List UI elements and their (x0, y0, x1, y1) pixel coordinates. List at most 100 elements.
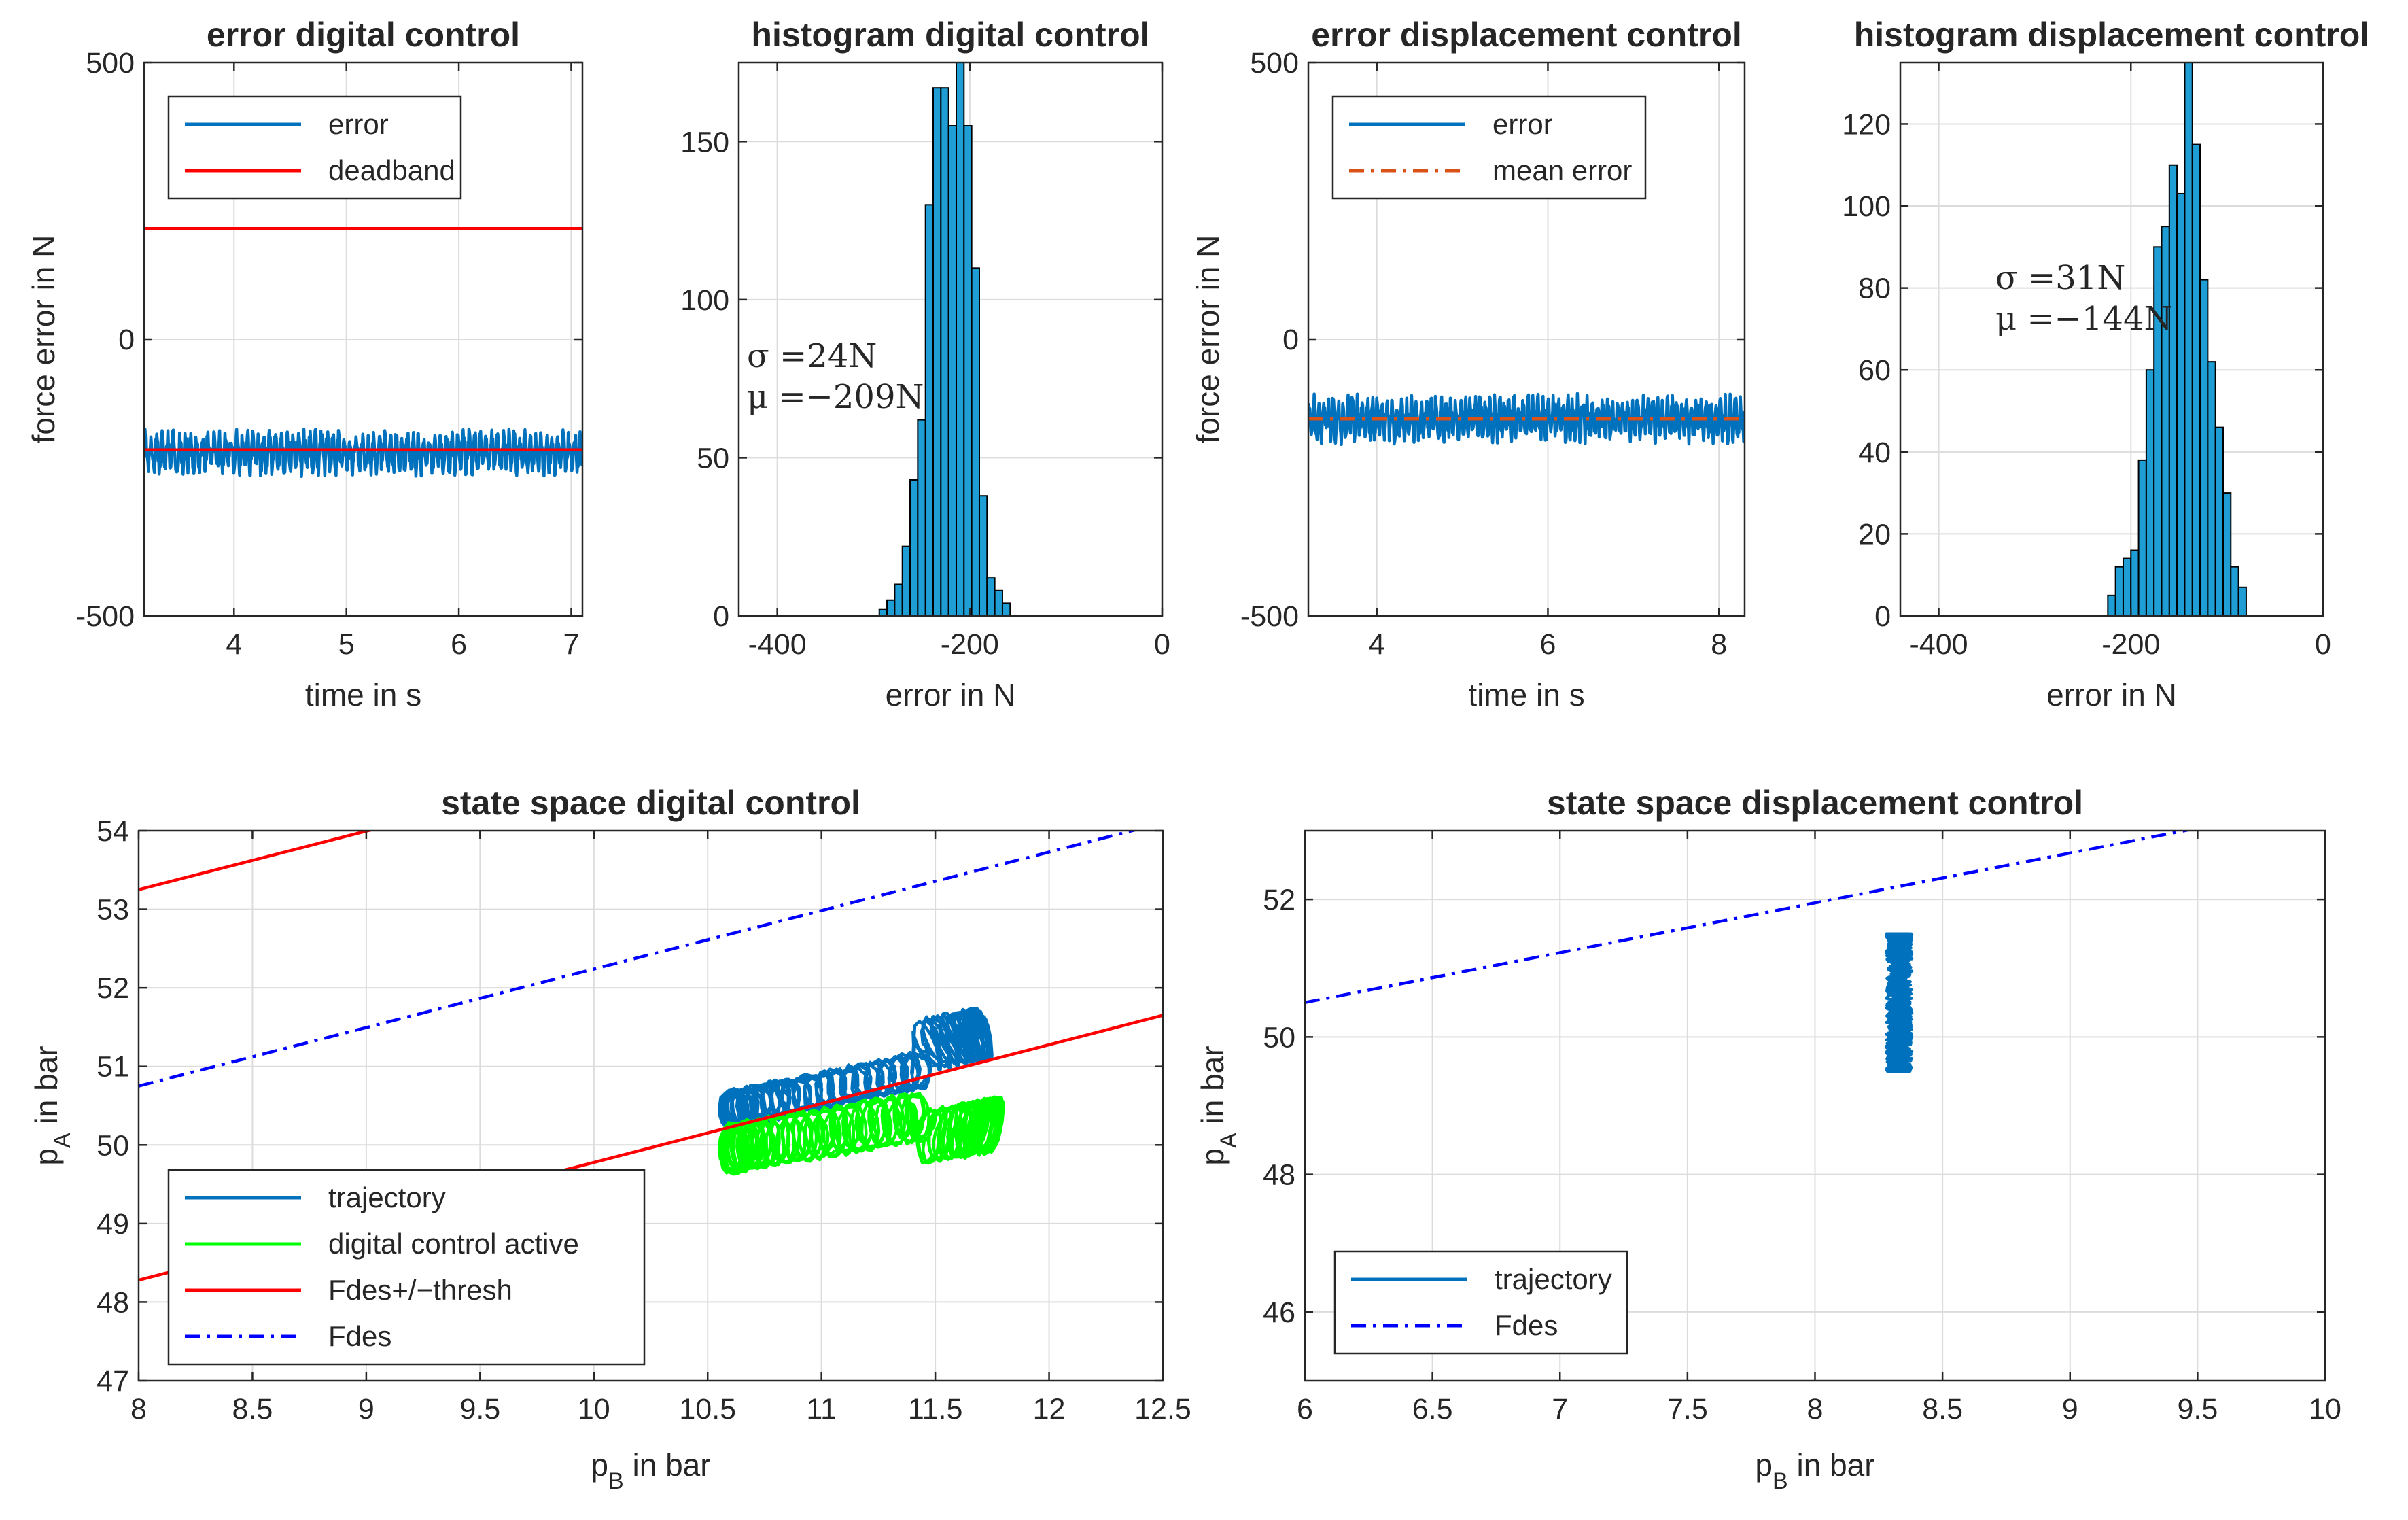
series-trajectory (1885, 932, 1914, 1073)
y-tick-label: 52 (97, 972, 129, 1005)
x-tick-label: 8.5 (1922, 1393, 1963, 1426)
x-tick-label: 6.5 (1412, 1393, 1453, 1426)
subplot-3: 4 6 8 -500 0 500 error displacement control tim… (1190, 16, 1746, 712)
y-tick-label: 0 (1874, 600, 1891, 633)
histogram-bar (994, 589, 1003, 616)
y-tick-label: 50 (697, 442, 729, 474)
histogram-bar (917, 419, 926, 616)
series-error (144, 427, 582, 478)
legend-label: digital control active (328, 1228, 579, 1260)
x-tick-label: 12.5 (1134, 1393, 1191, 1426)
label-rest: in bar (1788, 1447, 1875, 1483)
x-tick-label: -200 (941, 628, 999, 661)
chart-title: histogram digital control (751, 16, 1149, 54)
y-tick-label: 0 (1282, 324, 1299, 356)
y-tick-label: 0 (713, 600, 729, 633)
histogram-bar (932, 87, 942, 616)
series-digital-control-active (717, 1091, 1005, 1176)
x-tick-label: 9.5 (2177, 1393, 2218, 1426)
histogram-bar (2191, 143, 2201, 616)
series-error (1308, 392, 1745, 447)
x-axis-label: pB in bar (1755, 1447, 1874, 1494)
histogram-bar (894, 583, 903, 616)
x-tick-label: 7 (563, 628, 580, 661)
histogram-bar (2168, 164, 2178, 616)
x-tick-label: 6 (451, 628, 467, 661)
y-tick-label: 51 (97, 1051, 129, 1084)
histogram-bar (924, 204, 935, 616)
y-tick-label: 54 (97, 815, 129, 848)
y-tick-label: 53 (97, 894, 129, 927)
legend-label: Fdes (1495, 1309, 1558, 1341)
label-base: p (591, 1447, 608, 1483)
chart-title: histogram displacement control (1854, 16, 2369, 54)
histogram-bar (2130, 549, 2140, 616)
label-subscript: B (608, 1468, 624, 1494)
plot-area (2107, 63, 2247, 616)
histogram-bar (2184, 63, 2193, 616)
x-tick-label: 11 (806, 1393, 837, 1426)
y-tick-label: 0 (118, 324, 135, 356)
y-tick-label: 49 (97, 1208, 129, 1241)
y-tick-label: 46 (1263, 1296, 1295, 1329)
legend-label: trajectory (328, 1181, 446, 1213)
series-fdes (1305, 831, 2193, 1005)
label-subscript: A (50, 1133, 75, 1148)
x-axis-label: pB in bar (591, 1447, 710, 1494)
y-axis-label: pA in bar (1195, 1046, 1242, 1165)
histogram-bar (947, 125, 957, 616)
label-base: p (1195, 1148, 1230, 1166)
x-tick-label: 0 (1154, 628, 1170, 661)
axes-box (737, 61, 1164, 617)
x-axis-label: time in s (305, 677, 421, 712)
y-tick-label: 48 (1263, 1159, 1295, 1192)
label-subscript: B (1773, 1468, 1788, 1494)
y-tick-label: 100 (1842, 190, 1891, 223)
chart-title: state space displacement control (1547, 784, 2083, 822)
plot-area (1305, 831, 2193, 1073)
x-tick-label: -200 (2101, 628, 2160, 661)
stat-annotation: μ =−144N (1995, 300, 2173, 338)
x-tick-label: -400 (1910, 628, 1968, 661)
histogram-bar (2107, 594, 2116, 616)
histogram-bar (2161, 226, 2170, 616)
histogram-bar (963, 125, 973, 616)
y-axis-label: pA in bar (29, 1046, 75, 1165)
y-tick-label: 50 (1263, 1021, 1295, 1054)
x-tick-label: 11.5 (908, 1393, 963, 1426)
x-tick-label: 7.5 (1667, 1393, 1708, 1426)
plot-area (1308, 392, 1745, 447)
legend-label: deadband (328, 154, 455, 186)
histogram-bar (2222, 492, 2232, 616)
histogram-bar (2137, 459, 2147, 616)
y-tick-label: -500 (1240, 600, 1299, 633)
histogram-bar (2176, 192, 2186, 616)
histogram-bar (878, 608, 888, 616)
histogram-bar (1001, 602, 1011, 616)
legend-box (167, 95, 462, 200)
x-tick-label: 4 (1369, 628, 1385, 661)
series-trajectory (717, 1007, 994, 1132)
histogram-bar (2145, 369, 2155, 616)
histogram-bar (978, 495, 988, 616)
plot-area (144, 226, 582, 478)
x-tick-label: 12 (1033, 1393, 1066, 1426)
chart-title: error digital control (207, 16, 520, 54)
x-tick-label: 8.5 (232, 1393, 273, 1426)
x-axis-label: error in N (2046, 677, 2177, 712)
histogram-bar (909, 479, 919, 616)
histogram-bar (971, 267, 980, 616)
chart-title: error displacement control (1311, 16, 1742, 54)
stat-annotation: σ =31N (1995, 259, 2125, 297)
y-tick-label: 500 (86, 47, 135, 80)
y-tick-label: 100 (680, 284, 729, 317)
y-tick-label: 52 (1263, 884, 1295, 916)
x-tick-label: 10 (578, 1393, 610, 1426)
x-tick-label: 7 (1552, 1393, 1568, 1426)
y-tick-label: -500 (76, 600, 135, 633)
histogram-bar (886, 599, 896, 616)
x-tick-label: 8 (1807, 1393, 1824, 1426)
y-axis-label: force error in N (26, 235, 61, 444)
histogram-bar (2207, 361, 2216, 616)
